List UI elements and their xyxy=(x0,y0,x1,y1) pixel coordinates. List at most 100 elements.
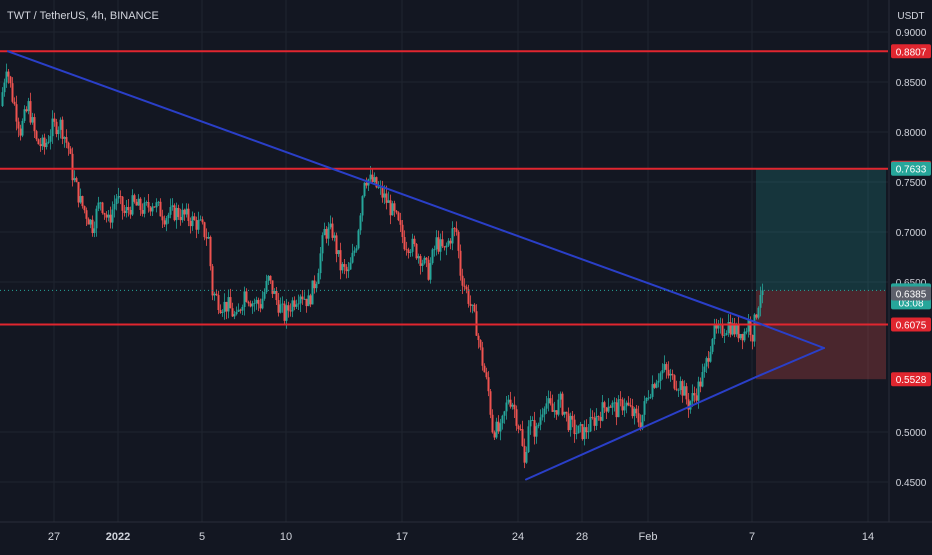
candle-body xyxy=(641,414,644,429)
trend-line-ascending-support[interactable] xyxy=(525,376,757,481)
trend-line-triangle-apex-upper[interactable] xyxy=(761,323,825,349)
candle-body xyxy=(301,296,304,300)
candle-body xyxy=(85,210,88,219)
candle-body xyxy=(461,275,464,286)
candle-body xyxy=(77,182,80,203)
candle-body xyxy=(375,177,378,188)
candle-body xyxy=(43,137,46,148)
candle-body xyxy=(557,399,560,415)
candle-body xyxy=(309,295,312,305)
price-axis[interactable]: 0.90000.85000.80000.75000.70000.65000.50… xyxy=(888,0,932,550)
candle-body xyxy=(205,237,208,239)
chart-title: TWT / TetherUS, 4h, BINANCE xyxy=(7,10,159,22)
x-tick-label: 28 xyxy=(576,531,588,543)
candle-body xyxy=(53,118,56,122)
candle-body xyxy=(123,210,126,214)
candle-body xyxy=(431,249,434,264)
candle-body xyxy=(311,280,314,305)
candle-body xyxy=(761,290,764,295)
candle-body xyxy=(247,301,250,304)
candle-body xyxy=(427,259,430,280)
candle-body xyxy=(635,408,638,414)
candle-body xyxy=(523,445,526,463)
candle-body xyxy=(163,220,166,225)
candle-body xyxy=(413,238,416,245)
candle-body xyxy=(81,196,84,207)
horizontal-levels[interactable] xyxy=(0,50,888,326)
candle-body xyxy=(565,411,568,414)
candle-body xyxy=(513,404,516,410)
candle-body xyxy=(657,380,660,383)
candle-body xyxy=(241,306,244,311)
candle-body xyxy=(61,119,64,139)
candle-body xyxy=(741,334,744,341)
position-tool[interactable] xyxy=(756,168,886,380)
candle-body xyxy=(63,137,66,139)
candle-body xyxy=(5,71,8,83)
candle-body xyxy=(203,222,206,238)
candle-body xyxy=(429,263,432,280)
candle-body xyxy=(505,402,508,412)
candle-body xyxy=(415,244,418,259)
candle-body xyxy=(345,266,348,272)
candle-body xyxy=(271,280,274,294)
candle-body xyxy=(573,419,576,434)
candle-body xyxy=(39,144,42,147)
candle-body xyxy=(529,420,532,427)
candle-body xyxy=(685,386,688,400)
y-tick-label: 0.4500 xyxy=(896,478,927,489)
candle-body xyxy=(323,229,326,236)
candle-body xyxy=(189,220,192,227)
candle-body xyxy=(165,218,168,225)
candle-body xyxy=(185,208,188,215)
candle-body xyxy=(463,285,466,287)
trend-line-triangle-apex-lower[interactable] xyxy=(755,347,825,378)
loss-zone[interactable] xyxy=(756,290,886,380)
candle-body xyxy=(541,414,544,418)
candle-body xyxy=(443,246,446,248)
candle-body xyxy=(283,303,286,321)
candle-body xyxy=(473,304,476,312)
candle-body xyxy=(577,425,580,434)
candle-body xyxy=(1,92,4,106)
candle-body xyxy=(705,358,708,367)
candle-body xyxy=(723,335,726,336)
candle-body xyxy=(659,373,662,381)
profit-zone[interactable] xyxy=(756,168,886,291)
candle-body xyxy=(543,408,546,415)
candle-body xyxy=(687,399,690,410)
candle-body xyxy=(161,216,164,221)
candle-body xyxy=(337,250,340,255)
candle-body xyxy=(15,104,18,122)
candle-body xyxy=(91,219,94,234)
candle-body xyxy=(45,142,48,148)
candle-body xyxy=(291,300,294,312)
x-tick-label: 24 xyxy=(512,531,524,543)
candle-body xyxy=(751,334,754,342)
candle-body xyxy=(21,120,24,136)
candle-body xyxy=(711,339,714,352)
time-axis[interactable]: 27 2022 5 10 17 24 28 Feb 7 14 xyxy=(0,521,932,543)
candle-body xyxy=(409,251,412,253)
candle-body xyxy=(129,210,132,215)
candle-body xyxy=(231,308,234,317)
trend-lines[interactable] xyxy=(7,50,825,481)
candle-body xyxy=(111,209,114,223)
candle-body xyxy=(349,262,352,270)
candle-body xyxy=(79,196,82,203)
trend-line-descending-resistance[interactable] xyxy=(7,50,763,326)
candle-body xyxy=(753,314,756,342)
candle-body xyxy=(459,250,462,276)
price-badge-value: 0.7633 xyxy=(896,165,927,176)
candle-body xyxy=(601,402,604,421)
candle-body xyxy=(171,205,174,208)
candle-body xyxy=(159,201,162,217)
candle-body xyxy=(507,399,510,403)
candle-body xyxy=(233,314,236,317)
candles xyxy=(1,63,764,469)
candle-body xyxy=(177,207,180,218)
price-axis-bg[interactable] xyxy=(889,0,932,550)
candle-body xyxy=(593,417,596,426)
